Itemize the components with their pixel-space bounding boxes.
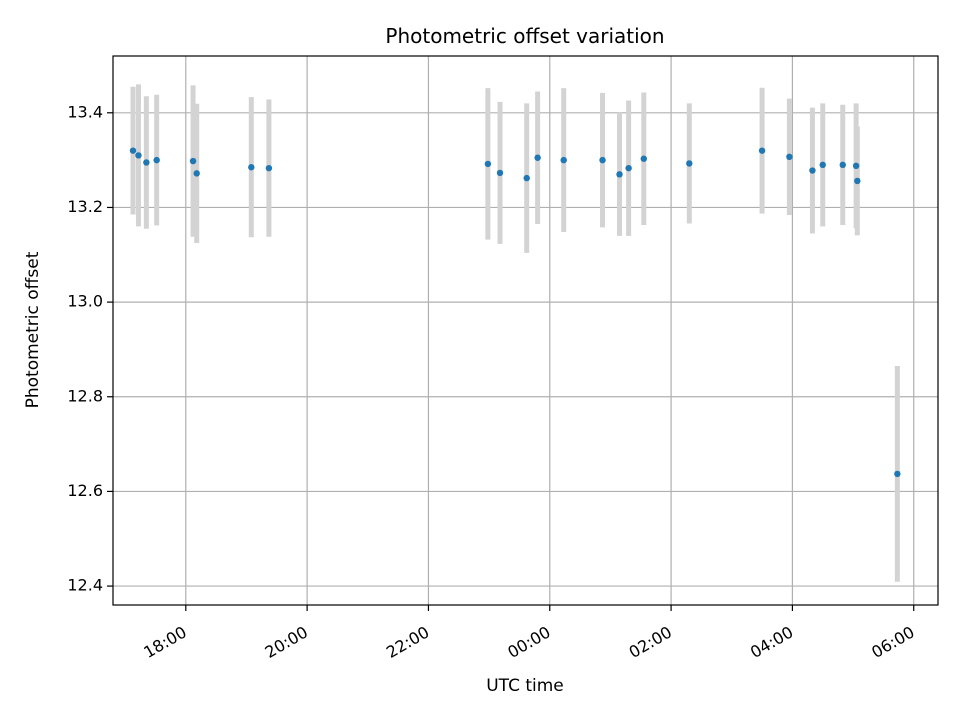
data-point: [534, 154, 541, 161]
data-point: [809, 167, 816, 174]
data-point: [852, 162, 860, 169]
data-point: [640, 155, 647, 162]
data-point: [686, 160, 693, 167]
data-point: [153, 156, 160, 164]
y-tick-label: 13.2: [67, 197, 103, 216]
data-point: [523, 174, 530, 182]
y-tick-label: 13.4: [67, 102, 103, 121]
plot-frame: [112, 55, 939, 606]
chart-title: Photometric offset variation: [385, 24, 664, 48]
data-point: [839, 161, 846, 169]
data-point: [248, 164, 255, 171]
y-tick-label: 12.6: [67, 481, 103, 500]
data-point: [129, 147, 137, 154]
y-tick-label: 12.8: [67, 386, 103, 405]
data-points: [129, 147, 901, 478]
data-point: [854, 177, 861, 185]
data-point: [894, 470, 901, 478]
data-point: [786, 153, 793, 161]
data-point: [143, 159, 150, 166]
data-point: [599, 156, 606, 164]
data-point: [625, 164, 632, 172]
data-point: [616, 171, 623, 178]
grid-lines: [113, 56, 938, 605]
data-point: [560, 156, 567, 164]
data-point: [819, 161, 826, 169]
data-point: [496, 169, 504, 177]
y-axis-title: Photometric offset: [23, 251, 43, 408]
data-point: [193, 170, 200, 177]
data-point: [758, 147, 766, 154]
data-point: [189, 157, 197, 165]
data-point: [484, 160, 492, 168]
data-point: [135, 152, 142, 159]
y-tick-label: 12.4: [67, 576, 103, 595]
x-axis-title: UTC time: [486, 676, 564, 696]
y-tick-label: 13.0: [67, 292, 103, 311]
data-point: [265, 164, 273, 172]
